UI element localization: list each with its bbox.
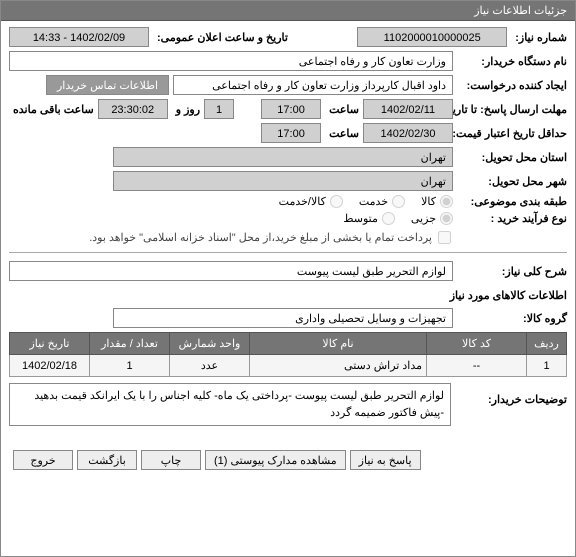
field-remaining-time: 23:30:02 [98,99,168,119]
label-hour-2: ساعت [325,127,359,140]
row-payment-note: پرداخت تمام یا بخشی از مبلغ خرید،از محل … [9,231,567,244]
radio-service[interactable]: خدمت [359,195,405,208]
radio-medium-label: متوسط [343,212,378,225]
th-name: نام کالا [250,333,427,355]
row-province: استان محل تحویل: تهران [9,147,567,167]
button-attachments[interactable]: مشاهده مدارک پیوستی (1) [205,450,346,470]
row-need-summary: شرح کلی نیاز: لوازم التحریر طبق لیست پیو… [9,261,567,281]
label-requester: ایجاد کننده درخواست: [457,79,567,92]
field-validity-date: 1402/02/30 [363,123,453,143]
footer-buttons: پاسخ به نیاز مشاهده مدارک پیوستی (1) چاپ… [9,450,567,470]
label-reply-deadline: مهلت ارسال پاسخ: تا تاریخ: [457,103,567,116]
radio-goods-label: کالا [421,195,436,208]
row-buyer-notes: توضیحات خریدار: لوازم التحریر طبق لیست پ… [9,383,567,426]
label-buyer-notes: توضیحات خریدار: [457,383,567,406]
field-remaining-days: 1 [204,99,234,119]
radio-goods-input[interactable] [440,195,453,208]
row-goods-group: گروه کالا: تجهیزات و وسایل تحصیلی واداری [9,308,567,328]
titlebar: جزئیات اطلاعات نیاز [1,1,575,21]
label-min-validity: حداقل تاریخ اعتبار قیمت: تا تاریخ: [457,127,567,140]
field-goods-group: تجهیزات و وسایل تحصیلی واداری [113,308,453,328]
cell-name: مداد تراش دستی [250,355,427,377]
row-need-number: شماره نیاز: 1102000010000025 تاریخ و ساع… [9,27,567,47]
radio-group-category: کالا خدمت کالا/خدمت [279,195,453,208]
button-print[interactable]: چاپ [141,450,201,470]
field-need-summary: لوازم التحریر طبق لیست پیوست [9,261,453,281]
field-public-datetime: 1402/02/09 - 14:33 [9,27,149,47]
cell-unit: عدد [170,355,250,377]
radio-service-label: خدمت [359,195,388,208]
field-validity-time: 17:00 [261,123,321,143]
label-time-remaining: ساعت باقی مانده [9,103,94,116]
radio-partial[interactable]: جزیی [411,212,453,225]
content-area: شماره نیاز: 1102000010000025 تاریخ و ساع… [1,21,575,476]
field-need-number: 1102000010000025 [357,27,507,47]
label-day-and: روز و [172,103,200,116]
cell-rownum: 1 [527,355,567,377]
divider-1 [9,252,567,253]
header-items-info: اطلاعات کالاهای مورد نیاز [9,289,567,302]
checkbox-treasury[interactable] [438,231,451,244]
th-code: کد کالا [427,333,527,355]
radio-goods-service-label: کالا/خدمت [279,195,326,208]
field-city: تهران [113,171,453,191]
cell-qty: 1 [90,355,170,377]
field-province: تهران [113,147,453,167]
label-buyer-org: نام دستگاه خریدار: [457,55,567,68]
label-payment-note: پرداخت تمام یا بخشی از مبلغ خرید،از محل … [89,231,432,244]
label-need-number: شماره نیاز: [511,31,567,44]
th-qty: تعداد / مقدار [90,333,170,355]
label-hour-1: ساعت [325,103,359,116]
field-buyer-notes: لوازم التحریر طبق لیست پیوست -پرداختی یک… [9,383,451,426]
radio-goods-service[interactable]: کالا/خدمت [279,195,343,208]
radio-group-purchase: جزیی متوسط [343,212,453,225]
field-reply-time: 17:00 [261,99,321,119]
table-row[interactable]: 1 -- مداد تراش دستی عدد 1 1402/02/18 [10,355,567,377]
row-buyer-org: نام دستگاه خریدار: وزارت تعاون کار و رفا… [9,51,567,71]
radio-partial-label: جزیی [411,212,436,225]
row-purchase-type: نوع فرآیند خرید : جزیی متوسط [9,212,567,225]
radio-medium-input[interactable] [382,212,395,225]
field-reply-date: 1402/02/11 [363,99,453,119]
button-exit[interactable]: خروج [13,450,73,470]
row-reply-deadline: مهلت ارسال پاسخ: تا تاریخ: 1402/02/11 سا… [9,99,567,119]
label-province: استان محل تحویل: [457,151,567,164]
row-validity: حداقل تاریخ اعتبار قیمت: تا تاریخ: 1402/… [9,123,567,143]
cell-date: 1402/02/18 [10,355,90,377]
cell-code: -- [427,355,527,377]
field-requester: داود اقبال کارپرداز وزارت تعاون کار و رف… [173,75,453,95]
label-public-datetime: تاریخ و ساعت اعلان عمومی: [153,31,288,44]
radio-partial-input[interactable] [440,212,453,225]
radio-goods[interactable]: کالا [421,195,453,208]
button-reply[interactable]: پاسخ به نیاز [350,450,421,470]
th-unit: واحد شمارش [170,333,250,355]
label-category: طبقه بندی موضوعی: [457,195,567,208]
radio-goods-service-input[interactable] [330,195,343,208]
items-table: ردیف کد کالا نام کالا واحد شمارش تعداد /… [9,332,567,377]
table-header-row: ردیف کد کالا نام کالا واحد شمارش تعداد /… [10,333,567,355]
radio-service-input[interactable] [392,195,405,208]
label-need-summary: شرح کلی نیاز: [457,265,567,278]
window-frame: جزئیات اطلاعات نیاز شماره نیاز: 11020000… [0,0,576,557]
button-contact-info[interactable]: اطلاعات تماس خریدار [46,75,169,95]
row-requester: ایجاد کننده درخواست: داود اقبال کارپرداز… [9,75,567,95]
row-category: طبقه بندی موضوعی: کالا خدمت کالا/خدمت [9,195,567,208]
label-goods-group: گروه کالا: [457,312,567,325]
th-rownum: ردیف [527,333,567,355]
button-back[interactable]: بازگشت [77,450,137,470]
label-city: شهر محل تحویل: [457,175,567,188]
field-buyer-org: وزارت تعاون کار و رفاه اجتماعی [9,51,453,71]
th-date: تاریخ نیاز [10,333,90,355]
row-city: شهر محل تحویل: تهران [9,171,567,191]
window-title: جزئیات اطلاعات نیاز [474,5,567,17]
radio-medium[interactable]: متوسط [343,212,395,225]
label-purchase-type: نوع فرآیند خرید : [457,212,567,225]
